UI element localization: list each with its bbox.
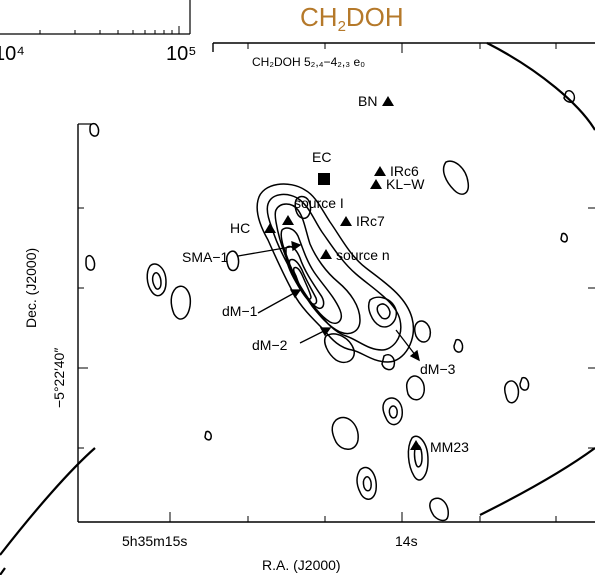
emission-contours <box>85 89 576 522</box>
contour-clump-13 <box>356 466 377 500</box>
label-source-n: source n <box>336 247 390 263</box>
inset-plot-fragment: 10⁴ 10⁵ <box>0 0 197 65</box>
contour-lower-lobe <box>324 333 355 364</box>
marker-irc7 <box>340 216 352 226</box>
contour-clump-18 <box>381 354 396 371</box>
molecule-heading: CH2DOH <box>300 4 404 34</box>
label-ec: EC <box>312 149 331 165</box>
marker-hc <box>264 223 276 233</box>
panel-label: CH₂DOH 5₂,₄−4₂,₃ e₀ <box>252 55 365 69</box>
axis-ticks <box>78 43 595 522</box>
contour-clump-4 <box>170 285 192 320</box>
marker-bn <box>382 96 394 106</box>
label-mm23: MM23 <box>430 439 469 455</box>
contour-clump-9 <box>519 376 530 391</box>
inset-tick-right: 10⁵ <box>166 43 197 65</box>
marker-mm23 <box>410 440 422 450</box>
contour-clump-13b <box>362 475 372 492</box>
contour-main-7 <box>292 266 312 300</box>
contour-clump-1 <box>89 122 100 137</box>
contour-mm23 <box>407 435 429 481</box>
core-arrows <box>237 241 420 362</box>
label-dm1: dM−1 <box>222 303 258 319</box>
label-hc: HC <box>230 220 250 236</box>
marker-source-i <box>282 215 294 225</box>
label-sma1: SMA−1 <box>182 249 229 265</box>
x-axis-title: R.A. (J2000) <box>262 557 341 573</box>
plot-frame <box>77 42 595 523</box>
contour-clump-17 <box>563 89 576 103</box>
label-source-i: source I <box>294 195 344 211</box>
label-irc6: IRc6 <box>390 163 419 179</box>
contour-clump-7 <box>453 338 464 353</box>
label-dm2: dM−2 <box>252 337 288 353</box>
contour-clump-15 <box>204 430 212 441</box>
primary-beam-boundary <box>0 42 595 575</box>
label-dm3: dM−3 <box>420 361 456 377</box>
contour-clump-2 <box>85 254 96 271</box>
contour-core-right-2 <box>376 303 391 320</box>
contour-clump-3b <box>151 271 162 290</box>
contour-clump-5 <box>442 160 470 195</box>
marker-source-n <box>320 249 332 259</box>
marker-irc6 <box>374 166 386 176</box>
contour-source-i <box>294 195 312 220</box>
label-irc7: IRc7 <box>356 213 385 229</box>
contour-main-6 <box>288 258 318 305</box>
contour-main-outer <box>256 183 415 363</box>
marker-ec <box>318 173 330 185</box>
contour-main-2 <box>266 193 402 351</box>
contour-clump-10 <box>405 375 425 401</box>
contour-clump-11 <box>382 397 403 426</box>
contour-clump-14 <box>429 497 449 522</box>
contour-clump-3 <box>146 263 167 297</box>
label-klw: KL−W <box>386 176 425 192</box>
y-tick-label-1: −5°22′40″ <box>51 348 67 408</box>
x-tick-label-2: 14s <box>395 533 418 549</box>
contour-sma1 <box>225 250 240 272</box>
label-bn: BN <box>358 93 377 109</box>
marker-klw <box>370 179 382 189</box>
x-tick-label-1: 5h35m15s <box>122 533 187 549</box>
contour-core-right <box>368 296 398 328</box>
inset-tick-left: 10⁴ <box>0 43 25 65</box>
heading-subscript: 2 <box>337 18 346 35</box>
heading-post: DOH <box>345 2 404 32</box>
contour-main-3 <box>274 203 361 335</box>
contour-clump-8 <box>503 380 520 404</box>
contour-main-4 <box>280 227 342 324</box>
heading-pre: CH <box>300 2 338 32</box>
source-markers <box>264 96 422 450</box>
inset-minor-ticks <box>39 26 180 34</box>
contour-clump-12 <box>331 416 359 450</box>
y-axis-title: Dec. (J2000) <box>23 248 39 328</box>
contour-clump-16 <box>560 232 568 243</box>
source-labels: BN EC IRc6 KL−W source I IRc7 HC source … <box>182 93 469 455</box>
contour-clump-11b <box>388 405 398 419</box>
contour-clump-6 <box>413 320 432 343</box>
